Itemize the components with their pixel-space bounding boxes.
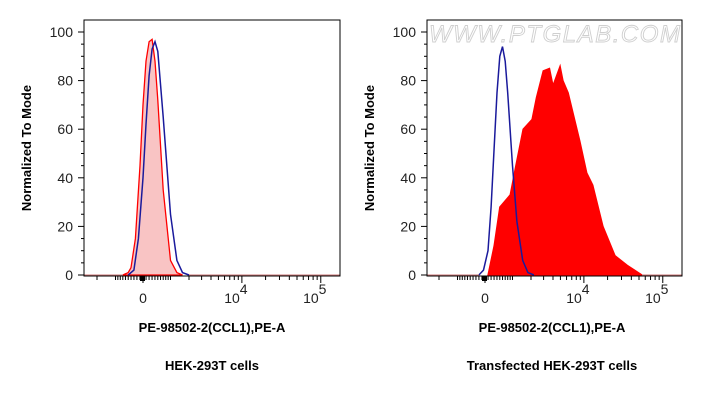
y-tick-label: 100 — [393, 24, 417, 40]
x-tick-base: 0 — [481, 290, 489, 306]
y-tick-label: 60 — [400, 121, 416, 137]
panel-subtitle: Transfected HEK-293T cells — [467, 358, 638, 373]
series-sample-1 — [122, 38, 183, 276]
x-tick-exponent: 4 — [582, 281, 590, 297]
x-tick-label: 105 — [303, 281, 327, 306]
series-sample-1 — [487, 63, 645, 276]
watermark: WWW.PTGLAB.COM — [429, 21, 681, 48]
y-tick-label: 0 — [65, 267, 73, 283]
y-tick-label: 40 — [400, 170, 416, 186]
x-tick-base: 10 — [303, 290, 319, 306]
y-tick-label: 80 — [400, 73, 416, 89]
x-tick-base: 10 — [224, 290, 240, 306]
x-axis-label: PE-98502-2(CCL1),PE-A — [479, 320, 626, 335]
y-axis-label: Normalized To Mode — [19, 85, 34, 211]
x-tick-base: 10 — [566, 290, 582, 306]
plot-frame — [426, 19, 683, 277]
x-axis-label: PE-98502-2(CCL1),PE-A — [139, 320, 286, 335]
x-tick-label: 0 — [481, 290, 489, 306]
y-tick-label: 0 — [408, 267, 416, 283]
panel-subtitle: HEK-293T cells — [165, 358, 259, 373]
y-tick-label: 20 — [400, 218, 416, 234]
x-tick-base: 10 — [645, 290, 661, 306]
plot-frame — [83, 19, 341, 277]
y-tick-label: 40 — [57, 170, 73, 186]
x-tick-base: 0 — [139, 290, 147, 306]
y-tick-label: 100 — [50, 24, 74, 40]
x-tick-label: 0 — [139, 290, 147, 306]
x-tick-label: 104 — [566, 281, 590, 306]
x-tick-exponent: 5 — [319, 281, 327, 297]
y-axis-label: Normalized To Mode — [362, 85, 377, 211]
x-tick-label: 104 — [224, 281, 248, 306]
series-control — [127, 39, 190, 276]
x-tick-exponent: 4 — [240, 281, 248, 297]
x-tick-exponent: 5 — [661, 281, 669, 297]
x-tick-label: 105 — [645, 281, 669, 306]
y-tick-label: 20 — [57, 218, 73, 234]
y-tick-label: 60 — [57, 121, 73, 137]
y-tick-label: 80 — [57, 73, 73, 89]
series-control — [478, 46, 535, 276]
